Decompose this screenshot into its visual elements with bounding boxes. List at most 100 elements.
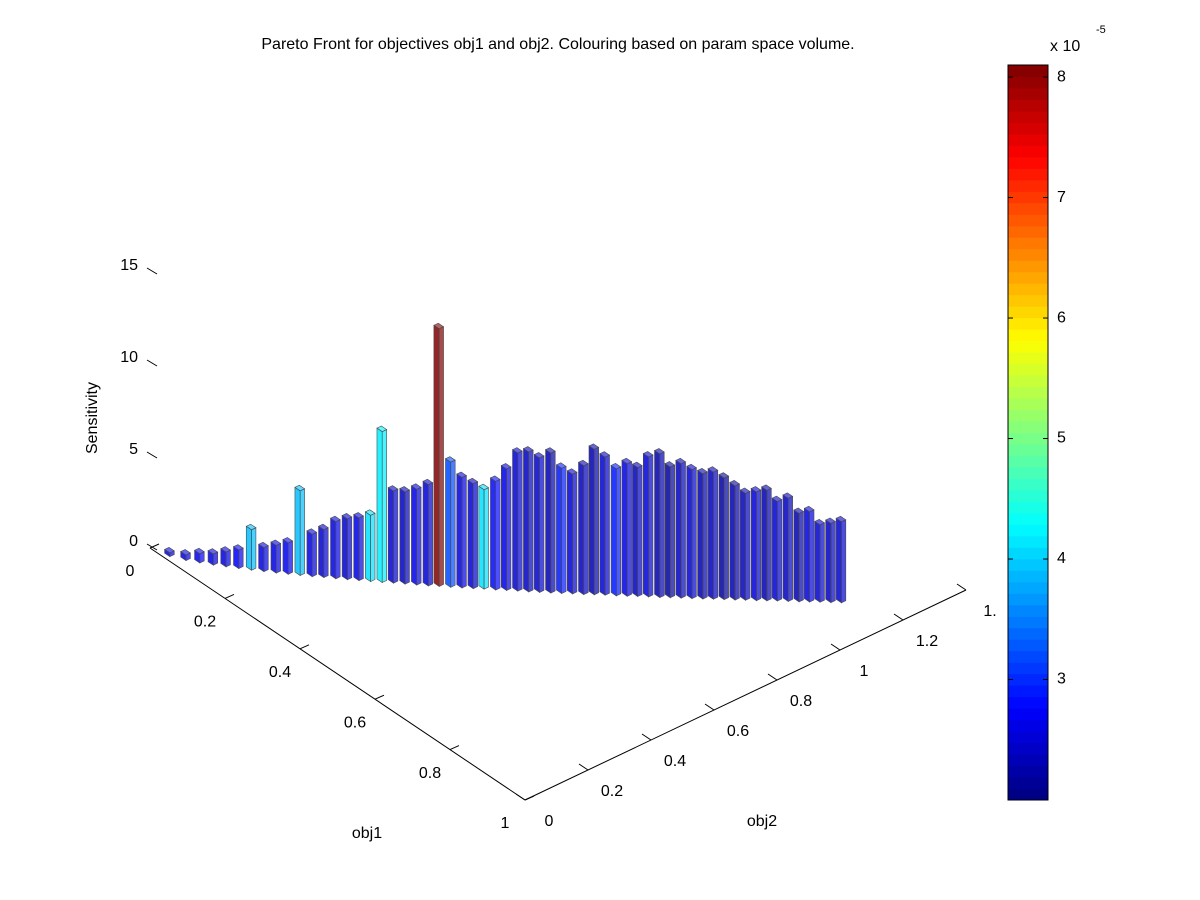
bar-side: [610, 464, 617, 597]
x-tick-label: 0: [126, 563, 135, 580]
colorbar-step: [1008, 145, 1048, 158]
bar-side: [729, 481, 736, 601]
bar-side: [478, 485, 485, 590]
bar-top: [467, 477, 479, 485]
bar-front: [381, 429, 387, 583]
z-tick-label: 10: [120, 349, 138, 366]
bar-top: [642, 451, 654, 458]
colorbar-step: [1008, 352, 1048, 365]
colorbar-step: [1008, 455, 1048, 468]
bar-front: [483, 487, 489, 590]
bar-top: [444, 456, 456, 463]
bar: [376, 425, 388, 584]
bar: [522, 446, 534, 593]
bar: [317, 523, 329, 579]
bar-front: [572, 471, 578, 595]
colorbar-step: [1008, 156, 1048, 169]
colorbar-step: [1008, 398, 1048, 411]
bar-front: [263, 545, 269, 573]
bar-front: [370, 512, 376, 583]
bar-top: [718, 472, 730, 479]
bar-front: [539, 455, 545, 593]
bar: [306, 528, 318, 578]
colorbar-step: [1008, 788, 1048, 801]
bar: [696, 467, 708, 600]
colorbar-step: [1008, 237, 1048, 250]
x-tick: [524, 795, 535, 801]
bar-top: [522, 446, 534, 453]
bar: [675, 457, 687, 599]
bar-top: [803, 505, 815, 513]
bar: [282, 537, 294, 575]
colorbar-step: [1008, 489, 1048, 502]
bar-front: [604, 454, 610, 596]
colorbar-step: [1008, 340, 1048, 353]
x-tick: [224, 593, 235, 599]
bar-front: [723, 475, 729, 601]
bar-front: [659, 451, 665, 599]
bar-side: [578, 461, 585, 596]
colorbar-step: [1008, 283, 1048, 296]
bar: [631, 461, 643, 598]
bar-front: [495, 478, 501, 591]
colorbar-step: [1008, 110, 1048, 123]
bar-top: [258, 541, 269, 549]
bar-side: [258, 543, 265, 573]
y-tick-label: 0: [545, 813, 554, 830]
bar-front: [734, 483, 740, 601]
colorbar-step: [1008, 627, 1048, 640]
colorbar-step: [1008, 260, 1048, 273]
bar-side: [675, 459, 682, 599]
bar-top: [696, 467, 708, 475]
bar: [664, 461, 676, 599]
bar: [511, 447, 523, 592]
bar: [761, 484, 772, 602]
bar: [729, 480, 741, 601]
bar-top: [739, 487, 751, 494]
bar: [782, 492, 794, 603]
colorbar-step: [1008, 558, 1048, 571]
bar-front: [616, 466, 622, 597]
bar-top: [555, 462, 567, 469]
bar-side: [750, 488, 757, 602]
colorbar-step: [1008, 179, 1048, 192]
colorbar-step: [1008, 478, 1048, 491]
bar: [588, 443, 600, 596]
bar-top: [533, 452, 545, 459]
bar-front: [393, 488, 399, 584]
bar-top: [814, 518, 826, 526]
colorbar-multiplier: x 10: [1050, 38, 1080, 55]
bar-top: [664, 461, 676, 468]
colorbar-step: [1008, 363, 1048, 376]
bar: [835, 515, 847, 604]
bar: [544, 447, 556, 594]
bar: [555, 462, 567, 595]
bar-front: [626, 461, 632, 597]
bar: [739, 487, 751, 601]
bar: [803, 505, 815, 603]
x-tick-label: 0.4: [269, 664, 291, 681]
bar-top: [675, 457, 687, 465]
z-tick: [146, 267, 158, 275]
z-tick-label: 15: [120, 257, 138, 274]
colorbar-step: [1008, 593, 1048, 606]
y-tick-label: 0.8: [790, 693, 812, 710]
bar-top: [341, 513, 353, 520]
bar-top: [729, 480, 741, 487]
bar: [258, 541, 269, 573]
colorbar-step: [1008, 409, 1048, 422]
bar-side: [599, 453, 606, 596]
colorbar-exponent: -5: [1096, 24, 1106, 36]
y-axis-line: [524, 589, 967, 801]
bar-top: [232, 544, 244, 551]
bar: [793, 507, 805, 603]
bar-side: [782, 494, 789, 603]
bar-top: [329, 515, 341, 523]
bar-side: [306, 530, 313, 578]
bar-top: [353, 512, 365, 519]
bar-top: [835, 515, 847, 523]
bar-front: [809, 509, 815, 603]
colorbar-step: [1008, 168, 1048, 181]
x-tick-label: 0.6: [344, 714, 366, 731]
